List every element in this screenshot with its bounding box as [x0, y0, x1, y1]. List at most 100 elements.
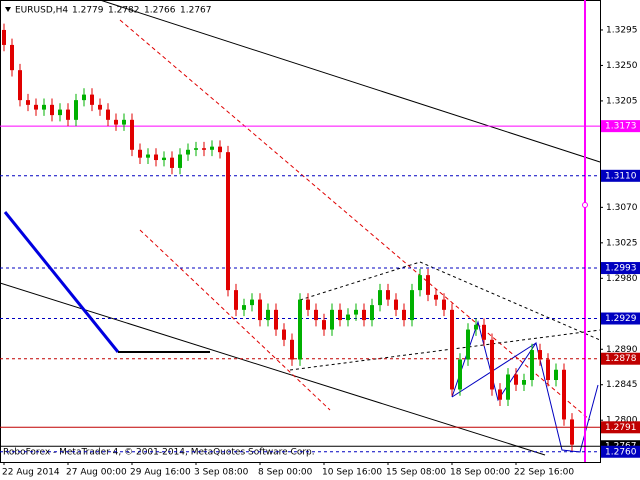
x-tick-label: 27 Aug 00:00: [66, 468, 127, 478]
candle-body: [10, 44, 14, 71]
level-label: 1.2929: [605, 314, 637, 324]
y-tick-label: 1.3295: [606, 25, 638, 35]
symbol-title: EURUSD,H4: [15, 6, 68, 16]
x-tick-label: 29 Aug 16:00: [130, 468, 191, 478]
candle-body: [506, 374, 510, 400]
candle-body: [42, 104, 46, 110]
candle-body: [26, 100, 30, 105]
trend-line: [0, 282, 546, 456]
y-tick-label: 1.2980: [606, 274, 638, 284]
candle-body: [394, 299, 398, 310]
x-tick-label: 8 Sep 00:00: [258, 468, 313, 478]
candle-body: [210, 146, 214, 150]
candle-body: [178, 154, 182, 168]
candle-body: [226, 152, 230, 291]
level-label: 1.3173: [605, 122, 637, 132]
candle-body: [18, 70, 22, 101]
candle-body: [330, 309, 334, 330]
footer: RoboForex - MetaTrader 4, © 2001-2014, M…: [3, 448, 315, 458]
level-tag: [601, 312, 640, 325]
candle-body: [90, 94, 94, 105]
candle-body: [322, 320, 326, 330]
candle-body: [546, 359, 550, 381]
level-label: 1.2760: [605, 447, 637, 457]
candle-body: [458, 359, 462, 390]
candle-body: [530, 350, 534, 381]
candle-body: [154, 154, 158, 161]
level-tag: [601, 120, 640, 133]
channel-line: [419, 261, 601, 341]
channel-line: [119, 19, 591, 421]
candle-body: [74, 100, 78, 120]
x-tick-label: 10 Sep 16:00: [322, 468, 382, 478]
candle-body: [410, 290, 414, 321]
candle-body: [194, 148, 198, 150]
candle-body: [66, 109, 70, 120]
candle-body: [218, 146, 222, 153]
candle-body: [386, 290, 390, 300]
level-tag: [601, 421, 640, 434]
candle-body: [202, 148, 206, 150]
y-tick-label: 1.3025: [606, 238, 638, 248]
level-tag: [601, 169, 640, 182]
ohlc-readout: 1.2779: [72, 6, 104, 16]
candle-body: [82, 94, 86, 101]
candle-body: [538, 350, 542, 360]
candle-body: [554, 369, 558, 381]
candle-body: [522, 380, 526, 385]
x-tick-label: 22 Sep 16:00: [514, 468, 574, 478]
y-tick-label: 1.3070: [606, 203, 638, 213]
level-tag: [601, 262, 640, 275]
candle-body: [242, 305, 246, 310]
candle-body: [306, 299, 310, 310]
candle-body: [378, 290, 382, 306]
trend-line: [99, 0, 601, 163]
candle-body: [186, 149, 190, 155]
candle-body: [34, 104, 38, 110]
candle-body: [98, 104, 102, 110]
y-tick-label: 1.2800: [606, 416, 638, 426]
candle-body: [402, 309, 406, 321]
level-tag: [601, 445, 640, 458]
candle-body: [474, 324, 478, 330]
candle-body: [290, 339, 294, 360]
ohlc-readout: 1.2767: [180, 6, 212, 16]
candle-body: [450, 309, 454, 390]
candle-body: [146, 154, 150, 158]
channel-line: [299, 261, 421, 301]
candle-body: [258, 299, 262, 321]
candle-body: [490, 339, 494, 390]
candle-body: [442, 299, 446, 310]
candle-body: [266, 309, 270, 321]
y-tick-label: 1.3205: [606, 96, 638, 106]
candle-body: [274, 309, 278, 330]
candle-body: [466, 329, 470, 360]
candle-body: [122, 119, 126, 125]
candle-body: [250, 299, 254, 306]
symbol-menu-icon[interactable]: [5, 7, 11, 12]
candle-body: [130, 119, 134, 150]
trend-line: [3, 211, 120, 353]
candle-body: [426, 275, 430, 295]
y-tick-label: 1.2845: [606, 380, 638, 390]
candle-body: [234, 290, 238, 310]
candle-body: [282, 329, 286, 340]
candle-body: [362, 309, 366, 321]
x-tick-label: 18 Sep 00:00: [450, 468, 510, 478]
candle-body: [570, 419, 574, 445]
candle-body: [298, 299, 302, 360]
candle-body: [482, 324, 486, 340]
candle-body: [370, 305, 374, 321]
candle-body: [562, 369, 566, 420]
plot-frame: [0, 0, 601, 463]
level-label: 1.3110: [605, 171, 637, 181]
candle-body: [114, 119, 118, 125]
channel-line: [139, 229, 331, 411]
candle-body: [58, 109, 62, 116]
y-tick-label: 1.2890: [606, 345, 638, 355]
candle-body: [2, 29, 6, 45]
ohlc-readout: 1.2782: [108, 6, 140, 16]
level-tag: [601, 352, 640, 365]
